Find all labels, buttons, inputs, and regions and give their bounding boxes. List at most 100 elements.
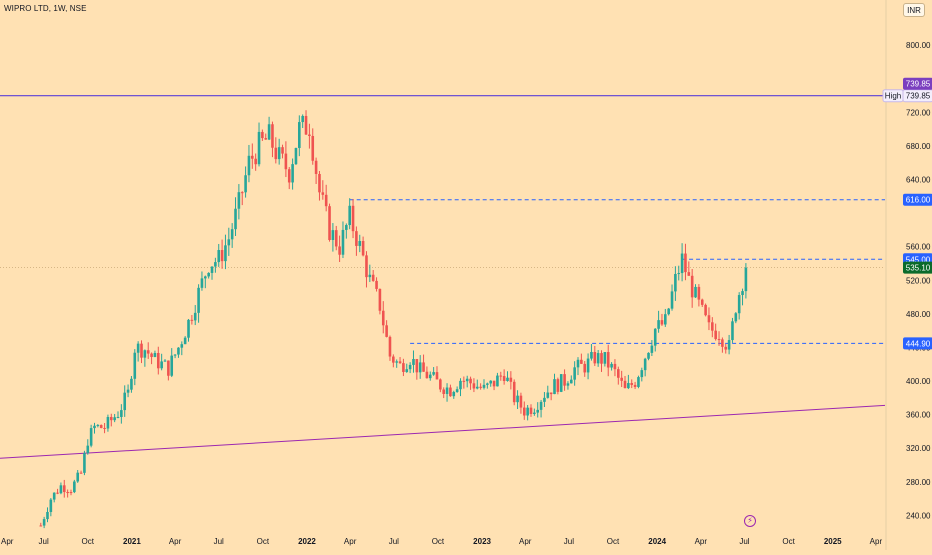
candle-body xyxy=(731,321,734,341)
candle-body xyxy=(704,304,707,316)
price-tick-label: 320.00 xyxy=(906,444,931,453)
candle-body xyxy=(549,392,553,395)
candle-body xyxy=(627,383,630,389)
candle-body xyxy=(563,374,566,386)
candle-body xyxy=(492,380,496,387)
candle-body xyxy=(677,273,681,275)
candle-body xyxy=(204,276,207,279)
candle-body xyxy=(576,359,580,368)
candle-body xyxy=(257,131,261,165)
candle-body xyxy=(637,377,640,387)
candle-body xyxy=(724,346,728,350)
flash-icon[interactable]: ⚡ xyxy=(744,515,756,527)
candle-body xyxy=(617,369,620,378)
time-tick-label: Oct xyxy=(432,537,445,546)
candle-body xyxy=(499,375,503,377)
candle-body xyxy=(395,361,398,363)
candle-body xyxy=(217,250,221,263)
candle-body xyxy=(667,308,670,315)
candle-body xyxy=(640,370,644,378)
candle-body xyxy=(533,412,536,414)
candle-body xyxy=(422,362,425,372)
candle-body xyxy=(512,381,516,403)
candle-body xyxy=(73,481,76,493)
candle-body xyxy=(76,472,80,482)
candle-body xyxy=(455,389,459,392)
candle-body xyxy=(630,383,634,385)
candle-body xyxy=(674,273,677,292)
candle-body xyxy=(687,272,691,276)
candle-body xyxy=(613,363,617,370)
candle-body xyxy=(522,407,526,416)
candle-body xyxy=(230,229,234,240)
candle-body xyxy=(556,379,560,392)
last-price-label xyxy=(903,261,932,274)
time-tick-label: Jul xyxy=(214,537,224,546)
candle-body xyxy=(516,395,519,403)
drawing-layer xyxy=(0,95,886,459)
candle-body xyxy=(727,340,731,350)
candle-body xyxy=(79,472,83,474)
candle-body xyxy=(475,386,479,389)
candle-body xyxy=(553,379,556,395)
candle-body xyxy=(39,525,43,527)
candle-body xyxy=(741,291,744,296)
candle-body xyxy=(123,392,127,411)
currency-button[interactable]: INR xyxy=(903,3,925,17)
candle-body xyxy=(220,250,224,262)
candle-body xyxy=(284,153,288,170)
time-tick-label: 2025 xyxy=(824,537,842,546)
candle-body xyxy=(103,427,106,429)
time-tick-label: Jul xyxy=(739,537,749,546)
candle-body xyxy=(620,377,623,381)
candle-body xyxy=(452,391,456,397)
level-price-text: 545.00 xyxy=(906,255,931,264)
candle-body xyxy=(59,485,63,494)
candle-body xyxy=(361,240,365,256)
time-tick-label: Apr xyxy=(344,537,357,546)
candle-body xyxy=(234,208,237,230)
candle-body xyxy=(519,395,523,408)
candle-body xyxy=(113,417,116,421)
candle-body xyxy=(173,354,177,356)
candle-body xyxy=(600,353,603,364)
time-tick-label: Oct xyxy=(82,537,95,546)
candle-body xyxy=(472,383,476,389)
candle-body xyxy=(156,352,160,369)
candle-body xyxy=(378,288,382,311)
time-axis[interactable]: Apr Jul Oct 2021 Apr Jul Oct 2022 Apr Jul Oct 2023 A… xyxy=(1,537,882,546)
candle-body xyxy=(301,115,304,123)
candle-body xyxy=(690,275,694,298)
candle-body xyxy=(660,320,664,325)
candle-body xyxy=(623,380,627,389)
candle-body xyxy=(583,363,587,373)
candle-body xyxy=(99,425,103,428)
candle-body xyxy=(489,380,493,384)
candle-body xyxy=(314,160,318,174)
candle-body xyxy=(133,352,137,379)
time-tick-label: 2021 xyxy=(123,537,141,546)
candle-body xyxy=(586,358,590,373)
price-tick-label: 480.00 xyxy=(906,310,931,319)
candle-body xyxy=(462,380,466,382)
candle-body xyxy=(479,386,482,388)
candle-body xyxy=(227,239,231,246)
level-price-text: 444.90 xyxy=(906,339,931,348)
candle-body xyxy=(321,192,325,195)
candle-body xyxy=(425,371,429,379)
candle-body xyxy=(298,122,301,149)
candle-body xyxy=(459,380,462,390)
candle-body xyxy=(140,343,143,358)
candle-body xyxy=(308,134,311,136)
candle-body xyxy=(388,336,392,357)
price-tick-label: 560.00 xyxy=(906,243,931,252)
candle-body xyxy=(358,240,362,246)
time-tick-label: 2022 xyxy=(298,537,316,546)
candle-body xyxy=(546,392,550,398)
price-axis[interactable]: 240.00280.00320.00360.00400.00440.00480.… xyxy=(882,41,932,520)
candle-body xyxy=(277,147,281,160)
price-tick-label: 800.00 xyxy=(906,41,931,50)
time-tick-label: Jul xyxy=(564,537,574,546)
